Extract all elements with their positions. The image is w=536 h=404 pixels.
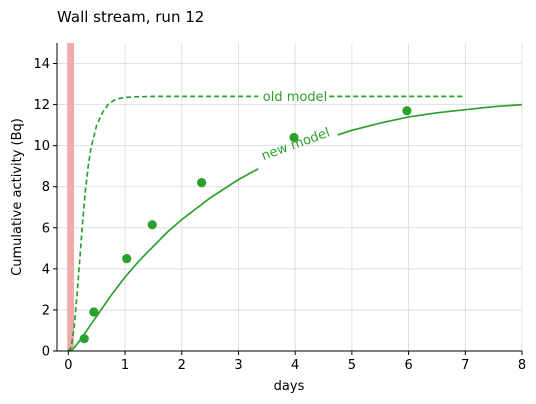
y-tick-label: 14	[33, 57, 50, 72]
series-label-new-model: new model	[260, 125, 332, 164]
chart-title: Wall stream, run 12	[57, 8, 204, 26]
y-tick-label: 8	[42, 180, 50, 195]
data-point	[197, 178, 207, 188]
axes	[56, 43, 522, 352]
data-point	[89, 307, 99, 317]
x-tick-label: 0	[64, 358, 72, 373]
shaded-band	[67, 43, 75, 351]
x-tick-label: 8	[518, 358, 526, 373]
x-tick-label: 7	[461, 358, 469, 373]
data-point	[122, 254, 132, 264]
x-tick-label: 4	[291, 358, 299, 373]
y-tick-label: 12	[33, 98, 50, 113]
data-point	[402, 106, 412, 116]
y-tick-label: 2	[42, 303, 50, 318]
x-tick-label: 1	[121, 358, 129, 373]
shaded-band-rect	[67, 43, 75, 351]
x-tick-label: 2	[178, 358, 186, 373]
x-tick-label: 6	[404, 358, 412, 373]
y-tick-label: 4	[42, 262, 50, 277]
data-point	[147, 220, 157, 230]
series-label-old-model: old model	[263, 90, 327, 105]
series-line-new-model	[68, 168, 259, 352]
series-layer	[67, 95, 523, 352]
x-tick-label: 5	[348, 358, 356, 373]
x-axis-label: days	[274, 379, 305, 394]
x-tick-label: 3	[234, 358, 242, 373]
series-line-new-model	[337, 103, 523, 136]
data-point	[79, 334, 89, 344]
data-point	[289, 132, 299, 143]
grid	[57, 43, 523, 352]
curve-labels: old model new model	[260, 90, 332, 164]
y-tick-label: 0	[42, 345, 50, 360]
y-tick-label: 6	[42, 221, 50, 236]
series-line-old-model	[67, 95, 259, 352]
y-axis-label: Cumulative activity (Bq)	[10, 118, 25, 276]
y-tick-label: 10	[33, 139, 50, 154]
